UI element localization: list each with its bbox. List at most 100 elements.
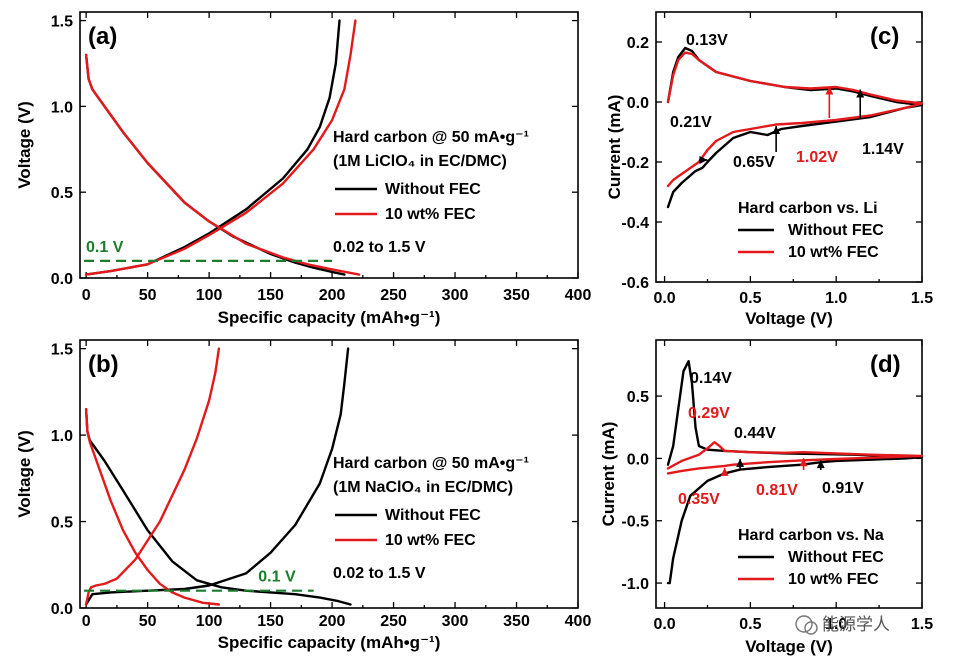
peak-arrow [698,156,708,164]
y-tick-label: -0.2 [621,155,649,172]
x-tick-label: 350 [503,287,530,304]
annotation-label: 0.14V [690,370,732,387]
annotation-label: 0.35V [678,491,720,508]
series-line-3 [84,19,357,276]
reference-line-label: 0.1 V [258,569,296,586]
legend-title: Hard carbon vs. Na [738,527,884,544]
series-line-2 [84,408,221,606]
y-axis-title: Current (mA) [599,422,618,527]
y-tick-label: 0.5 [627,389,649,406]
reference-line-label: 0.1 V [86,239,124,256]
legend-item-label: 10 wt% FEC [788,244,879,261]
x-tick-label: 50 [139,287,157,304]
watermark: 能源学人 [795,615,890,635]
peak-arrow [825,86,834,118]
x-axis-title: Specific capacity (mAh•g⁻¹) [218,633,441,652]
y-axis-title: Current (mA) [605,95,624,200]
legend-footer: 0.02 to 1.5 V [333,565,426,582]
x-tick-label: 50 [139,613,157,630]
legend-a: Hard carbon @ 50 mA•g⁻¹ (1M LiClO₄ in EC/… [333,129,529,256]
legend-d: Hard carbon vs. Na Without FEC 10 wt% FEC [738,527,884,588]
legend-footer: 0.02 to 1.5 V [333,239,426,256]
wechat-icon [795,615,813,633]
y-tick-label: -1.0 [621,576,649,593]
y-axis-title: Voltage (V) [15,430,34,518]
annotation-label: 0.13V [686,32,728,49]
series-line-3 [84,347,221,606]
legend-item-label: Without FEC [385,507,481,524]
y-tick-label: 1.5 [51,14,73,31]
x-tick-label: 250 [380,287,407,304]
legend-item-label: Without FEC [385,181,481,198]
x-tick-label: 400 [565,287,592,304]
y-tick-label: 0.0 [627,451,649,468]
x-axis-title: Voltage (V) [745,309,833,328]
y-tick-label: 0.5 [51,515,73,532]
x-tick-label: 100 [196,613,223,630]
series-line-1 [84,347,350,606]
peak-arrow-head [699,156,708,164]
plot-frame-d [655,339,923,609]
x-tick-label: 0.5 [739,290,761,307]
legend-subtitle: (1M LiClO₄ in EC/DMC) [333,153,507,170]
x-tick-label: 300 [442,287,469,304]
y-tick-label: 0.2 [627,35,649,52]
x-axis-title: Specific capacity (mAh•g⁻¹) [218,308,441,327]
series-group [84,19,361,276]
legend-item-label: 10 wt% FEC [788,571,879,588]
panel-label-a: (a) [88,23,117,50]
panel-c: 0.0 0.5 1.0 1.5 -0.6 -0.4 -0.2 0.0 0.2 Voltage (V… [605,11,933,328]
legend-b: Hard carbon @ 50 mA•g⁻¹ (1M NaClO₄ in EC/… [333,455,529,582]
series-group [666,46,924,209]
x-tick-label: 0.5 [739,616,761,633]
legend-item-label: Without FEC [788,222,884,239]
legend-c: Hard carbon vs. Li Without FEC 10 wt% FEC [738,200,884,261]
annotation-label: 1.14V [862,141,904,158]
peak-arrow-head [825,86,834,95]
legend-item-label: Without FEC [788,549,884,566]
annotation-label: 0.91V [822,480,864,497]
series-line-1 [666,51,924,188]
series-group [666,360,924,585]
y-tick-label: 0.0 [51,271,73,288]
peak-arrow [736,458,745,470]
y-tick-label: -0.6 [621,275,649,292]
annotation-label: 0.29V [688,405,730,422]
x-tick-label: 150 [257,613,284,630]
x-tick-label: 1.5 [911,616,933,633]
x-tick-label: 0.0 [653,616,675,633]
x-tick-label: 0 [82,613,91,630]
x-tick-label: 400 [565,613,592,630]
legend-item-label: 10 wt% FEC [385,206,476,223]
peak-arrow [720,467,729,476]
annotation-label: 0.81V [756,482,798,499]
y-tick-label: 1.0 [51,99,73,116]
x-tick-label: 1.5 [911,290,933,307]
series-line-1 [666,441,924,475]
y-tick-label: -0.5 [621,514,649,531]
peak-arrow-head [856,89,865,98]
y-tick-label: 0.0 [51,601,73,618]
peak-arrow-head [720,467,729,476]
y-tick-label: 0.5 [51,185,73,202]
y-axis-title: Voltage (V) [15,101,34,189]
annotations-c: 0.13V 0.21V 0.65V 1.02V 1.14V [670,32,904,171]
legend-subtitle: (1M NaClO₄ in EC/DMC) [333,479,513,496]
wechat-icon-bubble [804,621,818,635]
annotation-label: 0.65V [733,154,775,171]
peak-arrow [856,89,865,118]
peak-arrow [772,126,781,152]
annotation-label: 0.21V [670,114,712,131]
peak-arrow-head [799,458,808,467]
series-line-0 [84,408,352,606]
x-tick-label: 1.0 [825,616,847,633]
y-tick-label: 0.0 [627,95,649,112]
watermark-text: 能源学人 [822,615,890,634]
legend-title: Hard carbon @ 50 mA•g⁻¹ [333,129,529,146]
x-axis-title: Voltage (V) [745,637,833,656]
legend-item-label: 10 wt% FEC [385,532,476,549]
plot-frame-a [79,11,579,279]
x-tick-label: 250 [380,613,407,630]
